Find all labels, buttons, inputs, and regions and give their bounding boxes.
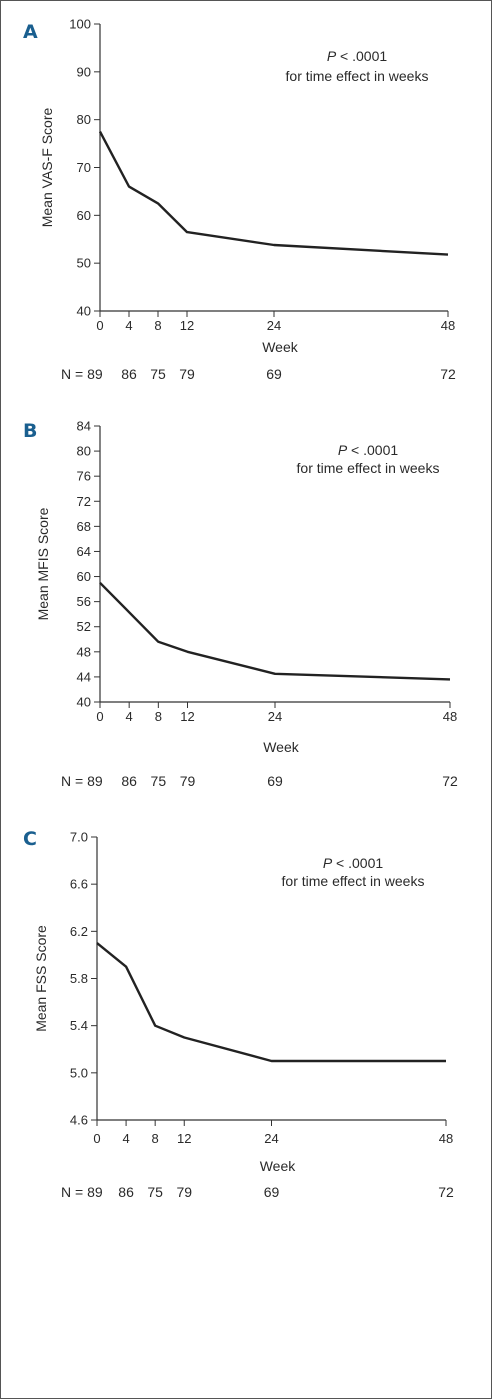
x-tick-label: 4	[126, 709, 133, 724]
y-tick-label: 64	[77, 544, 91, 559]
x-tick-label: 8	[155, 709, 162, 724]
y-tick-label: 90	[77, 64, 91, 79]
n-count-label: N = 89	[61, 366, 103, 382]
p-symbol: P	[323, 855, 333, 871]
x-tick-label: 0	[96, 709, 103, 724]
n-count-label: N = 89	[61, 1184, 103, 1200]
n-count-value: 79	[179, 366, 195, 382]
y-axis-title: Mean FSS Score	[33, 925, 49, 1032]
y-tick-label: 5.0	[70, 1065, 88, 1080]
series-line	[99, 581, 451, 681]
x-tick-label: 0	[93, 1131, 100, 1146]
y-tick-label: 60	[77, 569, 91, 584]
n-count-value: 72	[442, 773, 458, 789]
p-symbol: P	[327, 48, 337, 64]
x-tick-label: 12	[180, 318, 194, 333]
panel-letter: B	[23, 420, 37, 442]
n-count-value: 79	[180, 773, 196, 789]
y-tick-label: 80	[77, 444, 91, 459]
y-tick-label: 60	[77, 208, 91, 223]
y-tick-label: 5.4	[70, 1018, 88, 1033]
series-line	[98, 131, 449, 256]
p-value: < .0001	[332, 855, 383, 871]
n-count-value: 75	[151, 773, 167, 789]
p-value-annotation: P < .0001	[338, 442, 399, 458]
y-tick-label: 72	[77, 494, 91, 509]
y-tick-label: 76	[77, 469, 91, 484]
panel-letter: A	[23, 21, 38, 43]
n-count-value: 69	[266, 366, 282, 382]
x-axis-title: Week	[263, 739, 300, 755]
y-tick-label: 70	[77, 160, 91, 175]
n-count-value: 72	[438, 1184, 454, 1200]
y-tick-label: 56	[77, 594, 91, 609]
n-count-value: 69	[264, 1184, 280, 1200]
y-axis-title: Mean MFIS Score	[35, 507, 51, 620]
x-tick-label: 8	[154, 318, 161, 333]
x-tick-label: 48	[441, 318, 455, 333]
y-tick-label: 100	[69, 17, 91, 32]
x-tick-label: 12	[180, 709, 194, 724]
y-tick-label: 7.0	[70, 830, 88, 845]
y-tick-label: 48	[77, 644, 91, 659]
annotation-line2: for time effect in weeks	[282, 873, 425, 889]
y-tick-label: 4.6	[70, 1113, 88, 1128]
n-count-value: 75	[147, 1184, 163, 1200]
y-tick-label: 80	[77, 112, 91, 127]
p-value: < .0001	[347, 442, 398, 458]
y-tick-label: 6.6	[70, 877, 88, 892]
series-line	[96, 942, 446, 1063]
x-tick-label: 4	[125, 318, 132, 333]
p-value-annotation: P < .0001	[327, 48, 388, 64]
panel-letter: C	[23, 828, 37, 850]
y-tick-label: 40	[77, 304, 91, 319]
x-tick-label: 24	[267, 318, 281, 333]
y-tick-label: 84	[77, 419, 91, 434]
x-axis-title: Week	[260, 1158, 297, 1174]
n-count-label: N = 89	[61, 773, 103, 789]
n-count-value: 79	[176, 1184, 192, 1200]
n-count-value: 72	[440, 366, 456, 382]
x-tick-label: 8	[152, 1131, 159, 1146]
annotation-line2: for time effect in weeks	[286, 68, 429, 84]
y-tick-label: 6.2	[70, 924, 88, 939]
y-axis-title: Mean VAS-F Score	[39, 108, 55, 228]
n-count-value: 75	[150, 366, 166, 382]
x-tick-label: 24	[264, 1131, 278, 1146]
y-tick-label: 40	[77, 695, 91, 710]
x-tick-label: 48	[443, 709, 457, 724]
p-value-annotation: P < .0001	[323, 855, 384, 871]
y-tick-label: 50	[77, 256, 91, 271]
chart-panel-c: C4.65.05.45.86.26.67.00 4 8 12 24 48WeekMean …	[23, 828, 454, 1200]
p-value: < .0001	[336, 48, 387, 64]
annotation-line2: for time effect in weeks	[297, 460, 440, 476]
x-axis-title: Week	[262, 339, 299, 355]
n-count-value: 86	[121, 366, 137, 382]
y-tick-label: 5.8	[70, 971, 88, 986]
n-count-value: 69	[267, 773, 283, 789]
x-tick-label: 4	[122, 1131, 129, 1146]
p-symbol: P	[338, 442, 348, 458]
x-tick-label: 0	[96, 318, 103, 333]
x-tick-label: 48	[439, 1131, 453, 1146]
x-tick-label: 12	[177, 1131, 191, 1146]
y-tick-label: 68	[77, 519, 91, 534]
x-tick-label: 24	[268, 709, 282, 724]
n-count-value: 86	[118, 1184, 134, 1200]
y-tick-label: 52	[77, 619, 91, 634]
n-count-value: 86	[121, 773, 137, 789]
y-tick-label: 44	[77, 669, 91, 684]
